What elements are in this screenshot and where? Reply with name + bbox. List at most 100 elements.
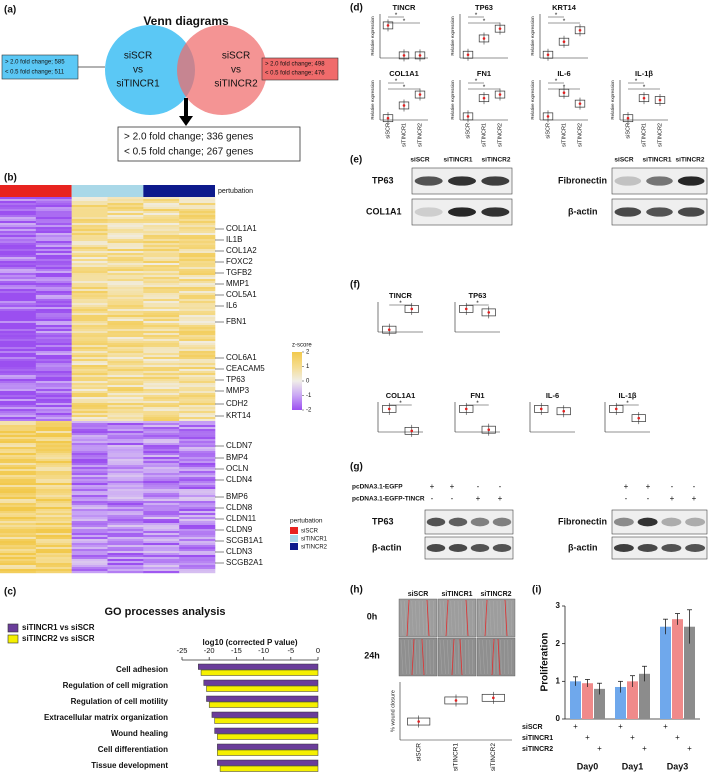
heatmap-cell [35,299,72,302]
heatmap-cell [143,303,180,306]
x-tick-label: -25 [177,646,188,655]
heatmap-cell [107,301,144,304]
heatmap-cell [143,255,180,258]
heatmap-cell [0,389,37,392]
heatmap-cell [107,463,144,466]
median-point [386,24,390,27]
heatmap-cell [71,497,108,500]
heatmap-cell [179,235,216,238]
heatmap-cell [107,459,144,462]
heatmap-cell [0,459,37,462]
heatmap-cell [35,377,72,380]
heatmap-cell [143,245,180,248]
heatmap-cell [35,233,72,236]
heatmap-cell [71,509,108,512]
heatmap-cell [0,301,37,304]
gene-label: MMP1 [226,279,250,288]
gene-label: CLDN9 [226,525,253,534]
heatmap-cell [107,435,144,438]
heatmap-cell [143,273,180,276]
panel-label: (f) [350,280,360,291]
heatmap-cell [35,215,72,218]
heatmap-cell [0,311,37,314]
heatmap-cell [107,213,144,216]
gene-label: COL1A2 [226,246,257,255]
median-point [637,416,641,420]
texture [478,600,482,636]
heatmap-cell [35,511,72,514]
heatmap-cell [179,487,216,490]
heatmap-cell [35,527,72,530]
heatmap-cell [0,465,37,468]
plot-title: TINCR [389,291,412,300]
heatmap-cell [35,413,72,416]
heatmap-cell [35,469,72,472]
heatmap-cell [179,217,216,220]
texture [415,600,417,636]
sig-star: * [635,78,638,85]
heatmap-cell [71,285,108,288]
heatmap-cell [0,223,37,226]
heatmap-cell [71,239,108,242]
heatmap-cell [143,389,180,392]
heatmap-cell [35,519,72,522]
heatmap-cell [107,383,144,386]
heatmap-cell [0,207,37,210]
heatmap-cell [35,405,72,408]
heatmap-cell [35,319,72,322]
texture [418,639,421,675]
heatmap-cell [143,413,180,416]
heatmap-cell [107,289,144,292]
heatmap-cell [107,231,144,234]
heatmap-cell [143,305,180,308]
blot-band [448,176,476,186]
heatmap-cell [143,331,180,334]
wound-edge [421,638,425,676]
heatmap-cell [35,349,72,352]
heatmap-cell [0,331,37,334]
heatmap-cell [35,273,72,276]
heatmap-cell [71,347,108,350]
gene-label: CLDN8 [226,503,253,512]
heatmap-cell [107,403,144,406]
heatmap-cell [71,383,108,386]
heatmap-cell [0,423,37,426]
heatmap-cell [179,355,216,358]
heatmap-cell [71,295,108,298]
heatmap-cell [179,253,216,256]
x-tick-label: siTINCR2 [417,123,423,147]
heatmap-cell [143,423,180,426]
heatmap-cell [71,435,108,438]
box [534,405,549,413]
heatmap-cell [0,295,37,298]
heatmap-cell [107,461,144,464]
heatmap-cell [71,399,108,402]
heatmap-cell [71,361,108,364]
heatmap-cell [71,367,108,370]
heatmap-cell [0,403,37,406]
heatmap-cell [143,277,180,280]
plot-title: TP63 [469,291,487,300]
heatmap-cell [143,201,180,204]
heatmap-cell [107,409,144,412]
heatmap-cell [179,309,216,312]
heatmap-cell [35,277,72,280]
heatmap-cell [0,305,37,308]
heatmap-cell [71,547,108,550]
heatmap-cell [0,327,37,330]
heatmap-cell [143,361,180,364]
heatmap-cell [71,459,108,462]
heatmap-cell [107,565,144,568]
heatmap-cell [35,359,72,362]
panel-label: (c) [4,587,16,598]
blot-band [414,207,443,217]
box [398,101,410,110]
count-text: < 0.5 fold change; 476 [265,71,325,77]
heatmap-cell [71,437,108,440]
heatmap-cell [71,427,108,430]
heatmap-cell [0,255,37,258]
plot-title: IL-6 [546,391,559,400]
blot-band [614,207,642,217]
heatmap-cell [143,451,180,454]
heatmap-cell [0,231,37,234]
